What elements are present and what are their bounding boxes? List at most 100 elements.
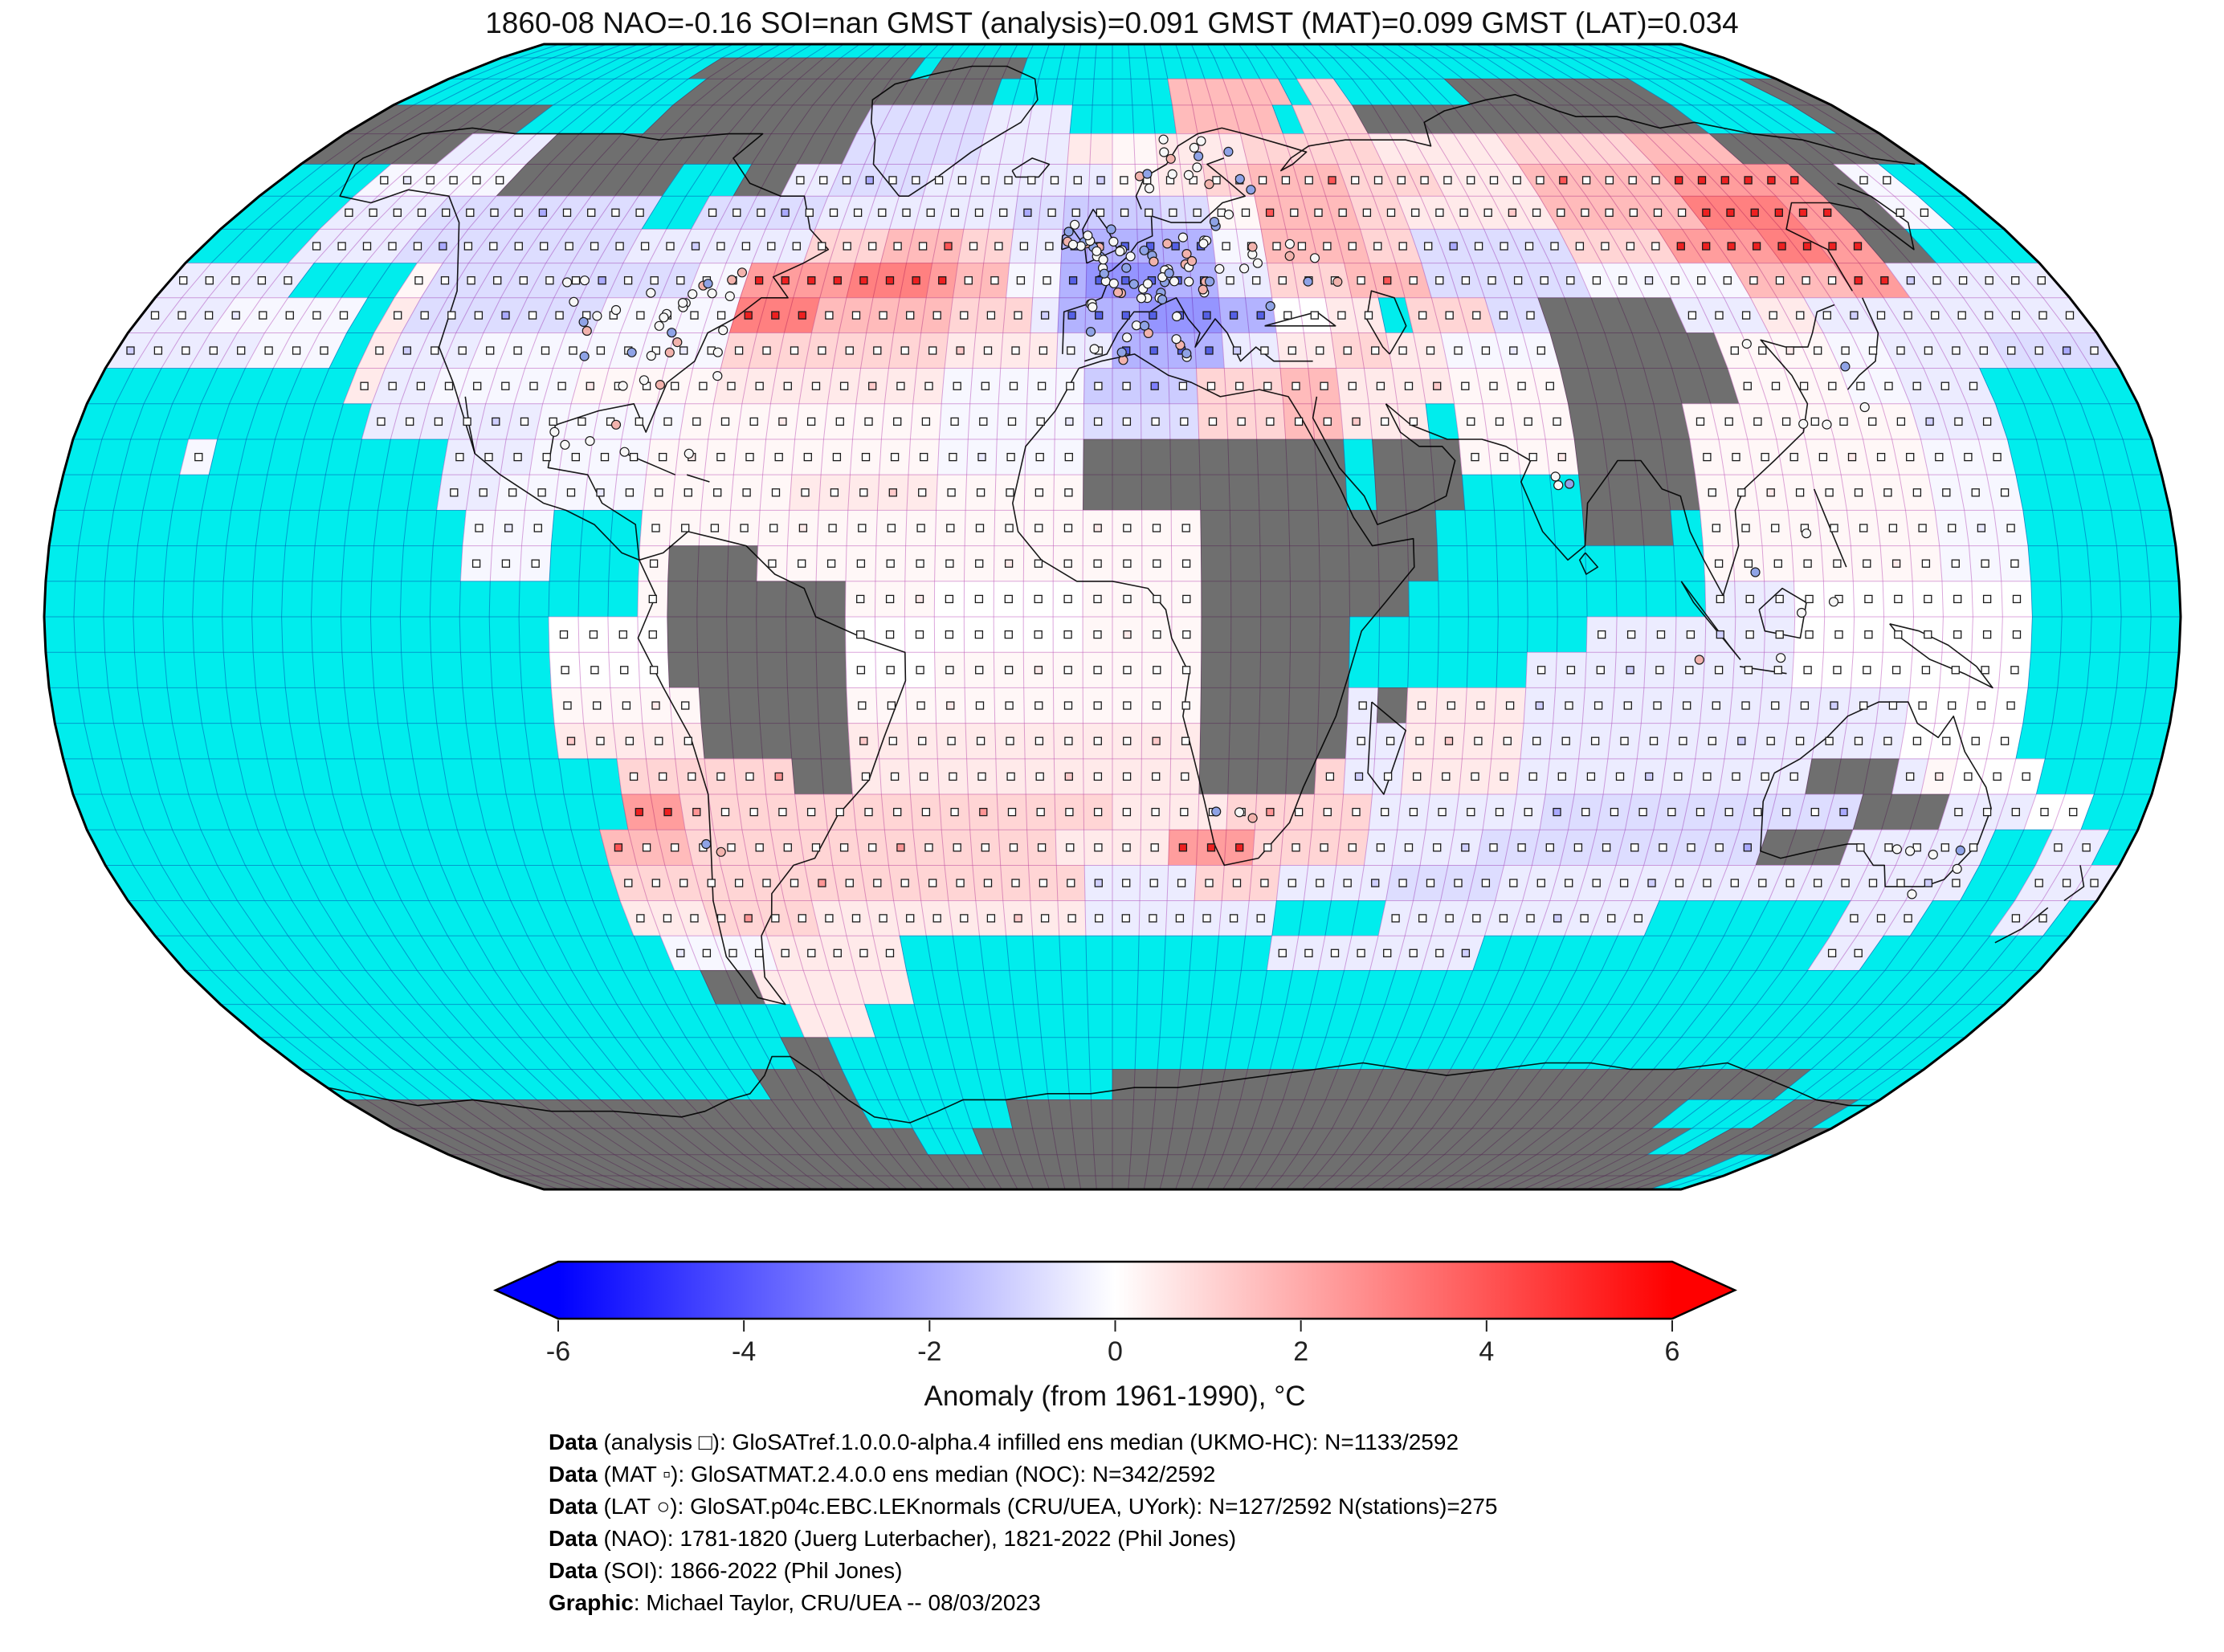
grid-cell-square-marker bbox=[1954, 417, 1963, 426]
grid-cell bbox=[1136, 970, 1165, 1005]
grid-cell-square-marker bbox=[1830, 701, 1838, 710]
colorbar-tick-label: -6 bbox=[546, 1336, 570, 1367]
grid-cell bbox=[1343, 438, 1375, 475]
grid-cell-square-marker bbox=[1638, 807, 1647, 817]
grid-cell-square-marker bbox=[1383, 772, 1393, 781]
grid-cell-square-marker bbox=[1348, 843, 1357, 852]
grid-cell bbox=[577, 581, 610, 618]
grid-cell-square-marker bbox=[2062, 346, 2071, 355]
grid-cell-square-marker bbox=[921, 417, 931, 426]
grid-cell-square-marker bbox=[1856, 381, 1865, 390]
grid-cell-square-marker bbox=[1121, 914, 1130, 923]
grid-cell-square-marker bbox=[947, 736, 956, 745]
grid-cell-square-marker bbox=[1364, 311, 1373, 320]
caption-prefix: Data bbox=[549, 1558, 598, 1583]
grid-cell-square-marker bbox=[740, 524, 749, 532]
grid-cell bbox=[436, 723, 472, 760]
grid-cell-square-marker bbox=[1483, 208, 1492, 217]
grid-cell bbox=[1557, 581, 1588, 618]
grid-cell bbox=[815, 581, 847, 618]
grid-cell bbox=[1009, 970, 1039, 1005]
grid-cell bbox=[1112, 1154, 1132, 1177]
grid-cell-square-marker bbox=[1433, 843, 1442, 852]
grid-cell-square-marker bbox=[977, 772, 986, 781]
grid-cell-square-marker bbox=[1781, 807, 1791, 817]
grid-cell-square-marker bbox=[896, 381, 905, 390]
grid-cell bbox=[1230, 651, 1261, 688]
grid-cell bbox=[1214, 935, 1246, 971]
grid-cell-square-marker bbox=[1904, 914, 1912, 923]
grid-cell bbox=[1112, 43, 1130, 59]
grid-cell bbox=[1186, 970, 1216, 1005]
grid-cell-square-marker bbox=[1461, 948, 1471, 957]
grid-cell-square-marker bbox=[798, 311, 806, 320]
meridian-line bbox=[1570, 43, 1973, 1190]
grid-cell bbox=[1434, 510, 1467, 546]
grid-cell bbox=[1289, 545, 1320, 582]
grid-cell bbox=[2116, 651, 2150, 688]
grid-cell-square-marker bbox=[1499, 914, 1508, 923]
grid-cell-square-marker bbox=[1744, 559, 1753, 568]
meridian-line bbox=[1585, 43, 2003, 1190]
coastline-path bbox=[1367, 701, 1406, 795]
grid-cell bbox=[133, 616, 165, 653]
grid-cell-square-marker bbox=[1803, 559, 1812, 568]
grid-cell bbox=[1069, 1099, 1093, 1129]
grid-cell-square-marker bbox=[1702, 242, 1711, 251]
meridian-line bbox=[667, 43, 876, 1190]
grid-cell-square-marker bbox=[377, 417, 386, 426]
grid-cell-square-marker bbox=[1825, 736, 1834, 745]
grid-cell bbox=[1112, 1175, 1130, 1190]
grid-cell-square-marker bbox=[806, 807, 816, 817]
station-circle-marker bbox=[1211, 806, 1222, 817]
station-circle-marker bbox=[1186, 255, 1198, 267]
grid-cell-square-marker bbox=[484, 452, 493, 462]
grid-cell-square-marker bbox=[716, 914, 726, 923]
grid-cell-square-marker bbox=[651, 524, 660, 532]
grid-cell-square-marker bbox=[975, 559, 984, 568]
grid-cell-square-marker bbox=[264, 346, 273, 355]
grid-cell-square-marker bbox=[1884, 381, 1893, 390]
grid-cell bbox=[1467, 581, 1499, 618]
grid-cell-square-marker bbox=[1252, 276, 1261, 285]
grid-cell bbox=[1132, 104, 1156, 134]
grid-cell bbox=[460, 651, 493, 688]
grid-cell-square-marker bbox=[1774, 208, 1783, 217]
grid-cell-square-marker bbox=[856, 594, 865, 604]
station-circle-marker bbox=[592, 311, 602, 321]
station-circle-marker bbox=[1171, 334, 1181, 345]
grid-cell-square-marker bbox=[742, 488, 751, 497]
grid-cell-square-marker bbox=[1918, 524, 1927, 532]
grid-cell bbox=[1378, 616, 1410, 653]
grid-cell-square-marker bbox=[486, 346, 495, 355]
grid-cell-square-marker bbox=[796, 176, 805, 185]
grid-cell-square-marker bbox=[1854, 948, 1863, 957]
grid-cell-square-marker bbox=[1659, 843, 1667, 852]
grid-cell-square-marker bbox=[1771, 381, 1781, 390]
grid-cell bbox=[1091, 104, 1113, 134]
grid-cell bbox=[1319, 545, 1350, 582]
grid-cell-square-marker bbox=[1883, 736, 1892, 745]
grid-cell bbox=[1466, 651, 1498, 688]
grid-cell bbox=[1643, 545, 1676, 582]
grid-cell-square-marker bbox=[684, 488, 692, 497]
station-circle-marker bbox=[1157, 294, 1168, 304]
grid-cell-square-marker bbox=[1979, 346, 1988, 355]
grid-cell-square-marker bbox=[1743, 843, 1752, 852]
grid-cell-square-marker bbox=[873, 879, 882, 887]
meridian-line bbox=[488, 43, 781, 1190]
coastline-path bbox=[1680, 581, 1741, 660]
grid-cell-square-marker bbox=[1266, 417, 1275, 426]
grid-cell-square-marker bbox=[1730, 346, 1739, 355]
grid-cell-square-marker bbox=[1149, 914, 1157, 923]
colorbar-tick-label: -2 bbox=[917, 1336, 941, 1367]
station-circle-marker bbox=[1840, 361, 1851, 372]
grid-cell-square-marker bbox=[1573, 843, 1583, 852]
grid-cell bbox=[979, 935, 1010, 971]
grid-cell-square-marker bbox=[798, 559, 806, 568]
grid-cell-square-marker bbox=[1467, 176, 1475, 185]
grid-cell bbox=[104, 545, 138, 582]
grid-cell-square-marker bbox=[768, 559, 777, 568]
grid-cell-square-marker bbox=[1758, 879, 1767, 887]
grid-cell bbox=[1258, 474, 1289, 511]
